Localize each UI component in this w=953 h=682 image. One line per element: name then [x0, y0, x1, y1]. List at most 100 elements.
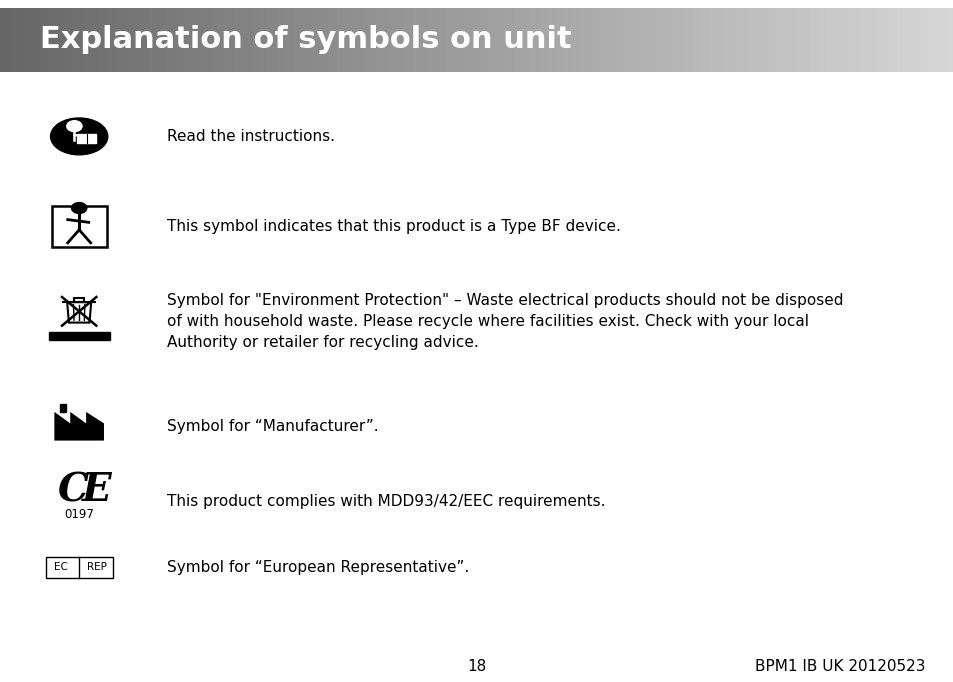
Bar: [365, 8, 369, 72]
Bar: [905, 8, 908, 72]
Bar: [267, 8, 270, 72]
Bar: [133, 8, 136, 72]
Bar: [683, 8, 686, 72]
Bar: [38, 8, 41, 72]
Bar: [254, 8, 257, 72]
Bar: [438, 8, 441, 72]
Circle shape: [71, 203, 87, 213]
Bar: [305, 8, 308, 72]
Bar: [807, 8, 810, 72]
Bar: [667, 8, 670, 72]
Bar: [400, 8, 403, 72]
Bar: [886, 8, 889, 72]
Bar: [512, 8, 515, 72]
Bar: [31, 8, 35, 72]
Bar: [436, 8, 438, 72]
Bar: [346, 8, 350, 72]
Bar: [870, 8, 874, 72]
Bar: [934, 8, 937, 72]
Bar: [193, 8, 197, 72]
Text: Symbol for “Manufacturer”.: Symbol for “Manufacturer”.: [167, 419, 378, 434]
Bar: [927, 8, 931, 72]
Bar: [915, 8, 918, 72]
Bar: [708, 8, 712, 72]
Bar: [362, 8, 365, 72]
Bar: [686, 8, 689, 72]
Bar: [677, 8, 679, 72]
Bar: [803, 8, 807, 72]
Bar: [603, 8, 607, 72]
Bar: [432, 8, 436, 72]
Bar: [750, 8, 753, 72]
Bar: [83, 8, 86, 72]
Bar: [226, 8, 229, 72]
Text: This symbol indicates that this product is a Type BF device.: This symbol indicates that this product …: [167, 219, 620, 234]
Text: REP: REP: [87, 563, 107, 572]
Bar: [98, 8, 102, 72]
Bar: [550, 8, 553, 72]
Bar: [839, 8, 841, 72]
Bar: [476, 8, 479, 72]
Bar: [207, 8, 210, 72]
Bar: [772, 8, 775, 72]
Bar: [155, 8, 159, 72]
Bar: [531, 8, 534, 72]
Circle shape: [67, 121, 82, 132]
Bar: [674, 8, 677, 72]
Bar: [355, 8, 359, 72]
Bar: [95, 8, 98, 72]
Bar: [200, 8, 203, 72]
Bar: [693, 8, 696, 72]
Bar: [60, 8, 64, 72]
Bar: [388, 8, 391, 72]
Bar: [3, 8, 7, 72]
Bar: [594, 8, 598, 72]
Bar: [232, 8, 235, 72]
Bar: [51, 206, 107, 247]
Bar: [48, 8, 51, 72]
Bar: [416, 8, 419, 72]
Bar: [517, 8, 521, 72]
Bar: [877, 8, 880, 72]
Bar: [743, 8, 746, 72]
Bar: [312, 8, 314, 72]
Bar: [283, 8, 286, 72]
Bar: [279, 8, 283, 72]
Bar: [350, 8, 353, 72]
Bar: [77, 134, 96, 143]
Bar: [556, 8, 559, 72]
Bar: [67, 8, 70, 72]
Bar: [543, 8, 546, 72]
Bar: [822, 8, 826, 72]
Bar: [798, 8, 801, 72]
Bar: [527, 8, 531, 72]
Bar: [76, 8, 79, 72]
Bar: [143, 8, 146, 72]
Bar: [467, 8, 470, 72]
Bar: [108, 8, 112, 72]
Bar: [922, 8, 924, 72]
Bar: [670, 8, 674, 72]
Bar: [715, 8, 718, 72]
Bar: [813, 8, 817, 72]
Bar: [851, 8, 855, 72]
Bar: [150, 8, 152, 72]
Bar: [22, 8, 26, 72]
Bar: [648, 8, 651, 72]
Bar: [781, 8, 784, 72]
Bar: [943, 8, 946, 72]
Bar: [448, 8, 451, 72]
Bar: [293, 8, 295, 72]
Bar: [581, 8, 584, 72]
Bar: [721, 8, 724, 72]
Bar: [820, 8, 822, 72]
Bar: [391, 8, 394, 72]
Bar: [131, 8, 133, 72]
Bar: [165, 8, 169, 72]
Bar: [340, 8, 343, 72]
Bar: [79, 8, 83, 72]
Bar: [197, 8, 200, 72]
Bar: [479, 8, 483, 72]
Bar: [397, 8, 400, 72]
Bar: [712, 8, 715, 72]
